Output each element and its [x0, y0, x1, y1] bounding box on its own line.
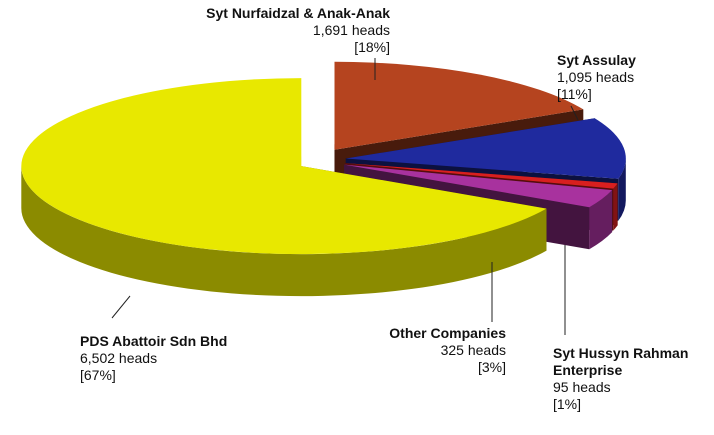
- percent-label: [11%]: [557, 86, 592, 102]
- value-label: 6,502 heads: [80, 350, 158, 366]
- value-label: 95 heads: [553, 379, 611, 395]
- label: Syt Nurfaidzal & Anak-Anak 1,691 heads [18…: [206, 5, 390, 56]
- category-label: Syt Nurfaidzal & Anak-Anak: [206, 5, 390, 21]
- percent-label: [67%]: [80, 367, 116, 383]
- percent-label: [3%]: [477, 359, 506, 375]
- percent-label: [18%]: [354, 39, 390, 55]
- leader-line: [570, 105, 579, 121]
- label: Other Companies 325 heads [3%]: [389, 325, 506, 376]
- percent-label: [1%]: [553, 396, 582, 412]
- slice-side: [21, 166, 547, 297]
- value-label: 1,095 heads: [557, 69, 635, 85]
- category-label: PDS Abattoir Sdn Bhd: [80, 333, 228, 349]
- value-label: 325 heads: [440, 342, 506, 358]
- slice-side: [589, 190, 613, 250]
- value-label: 1,691 heads: [312, 22, 390, 38]
- leader-lines: [111, 58, 579, 335]
- category-label: Syt Hussyn Rahman Enterprise: [553, 345, 689, 378]
- label: Syt Assulay 1,095 heads [11%]: [557, 52, 636, 103]
- category-label: Syt Assulay: [557, 52, 636, 68]
- slices: [21, 61, 626, 297]
- slice-top: [345, 163, 618, 189]
- slice-top: [334, 61, 584, 150]
- category-label: Other Companies: [389, 325, 506, 341]
- label: PDS Abattoir Sdn Bhd 6,502 heads [67%]: [80, 333, 227, 384]
- slice-side: [618, 158, 626, 221]
- leader-line: [111, 295, 131, 319]
- label: Syt Hussyn Rahman Enterprise 95 heads [1%]: [553, 345, 713, 413]
- slice-top: [344, 164, 613, 208]
- slice-top: [21, 78, 547, 255]
- slice-top: [345, 118, 626, 179]
- slice-side: [613, 183, 618, 231]
